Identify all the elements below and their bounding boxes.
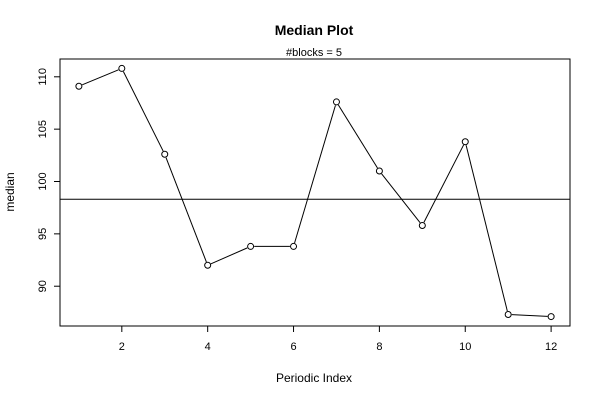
series-segment (122, 71, 164, 152)
plot-frame (59, 58, 571, 327)
y-tick-label: 95 (37, 228, 49, 240)
y-axis: 90 95 100 105 110 (37, 68, 60, 292)
y-tick-label: 105 (37, 120, 49, 138)
series-segment (294, 105, 336, 244)
data-point (161, 150, 169, 158)
x-tick-label: 2 (119, 341, 125, 353)
x-tick-label: 8 (376, 341, 382, 353)
data-point (75, 82, 83, 90)
series-segment (165, 157, 207, 263)
data-point (375, 167, 383, 175)
series-segment (210, 247, 248, 265)
x-tick-label: 10 (459, 341, 471, 353)
x-tick-label: 6 (290, 341, 296, 353)
series-segment (511, 314, 548, 317)
y-tick-label: 100 (37, 172, 49, 190)
series-segment (381, 173, 421, 223)
y-axis-label: median (3, 172, 17, 211)
data-point (290, 242, 298, 250)
series-segment (423, 144, 465, 223)
data-point (504, 310, 512, 318)
data-point (118, 64, 126, 72)
data-point (247, 242, 255, 250)
data-point (461, 138, 469, 146)
y-tick-label: 110 (37, 68, 49, 86)
chart-subtitle: #blocks = 5 (286, 47, 342, 59)
series-segment (465, 145, 508, 312)
chart-title: Median Plot (275, 22, 354, 38)
x-tick-label: 4 (205, 341, 211, 353)
x-axis: 2 4 6 8 10 12 (119, 326, 557, 353)
data-point (418, 221, 426, 229)
data-point (204, 261, 212, 269)
data-point (547, 313, 555, 321)
x-tick-label: 12 (545, 341, 557, 353)
series-segment (82, 69, 119, 86)
y-tick-label: 90 (37, 280, 49, 292)
series-layer (75, 64, 555, 321)
series-segment (337, 104, 378, 169)
x-axis-label: Periodic Index (276, 371, 352, 385)
data-point (332, 98, 340, 106)
